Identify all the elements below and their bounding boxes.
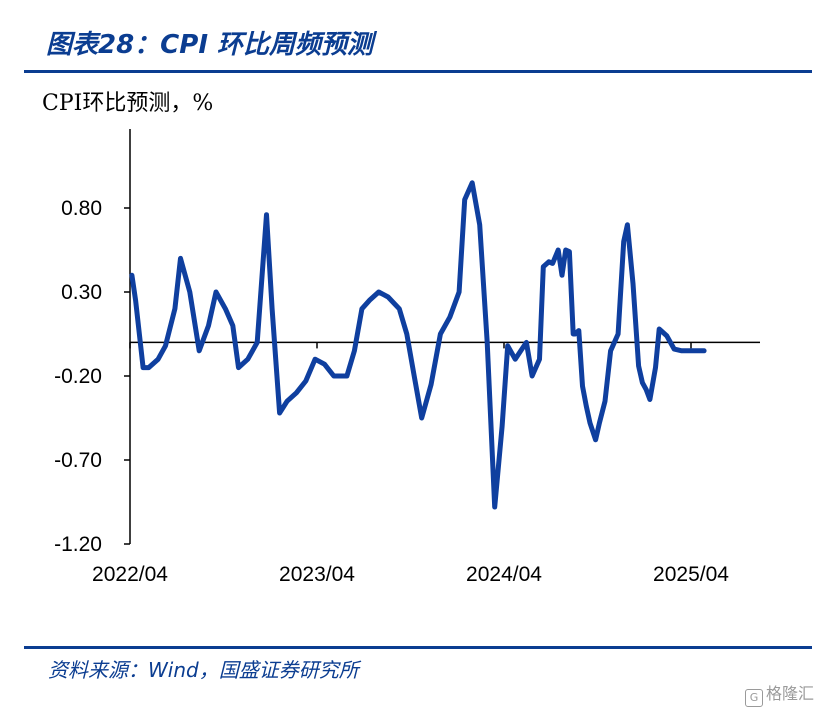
series-line (129, 180, 707, 510)
x-tick-label: 2022/04 (92, 563, 168, 586)
chart-series (129, 180, 707, 510)
y-tick-label: -0.70 (54, 449, 102, 472)
watermark: G 格隆汇 (744, 680, 814, 707)
y-tick-label: -1.20 (54, 533, 102, 556)
top-divider (24, 70, 812, 73)
watermark-text: 格隆汇 (765, 684, 814, 703)
figure-title: 图表28：CPI 环比周频预测 (46, 30, 374, 60)
x-tick-label: 2024/04 (466, 563, 542, 586)
x-tick-label: 2023/04 (279, 563, 355, 586)
y-axis-label: CPI环比预测，% (42, 91, 213, 116)
y-tick-label: -0.20 (54, 365, 102, 388)
watermark-logo-icon: G (744, 689, 763, 707)
bottom-divider (24, 646, 812, 649)
y-tick-label: 0.30 (61, 281, 102, 304)
source-note: 资料来源：Wind，国盛证券研究所 (48, 658, 359, 682)
y-tick-label: 0.80 (61, 197, 102, 220)
chart-axes: 0.80 0.30 -0.20 -0.70 -1.20 2022/04 2023/04 202… (54, 129, 760, 586)
x-tick-label: 2025/04 (653, 563, 729, 586)
